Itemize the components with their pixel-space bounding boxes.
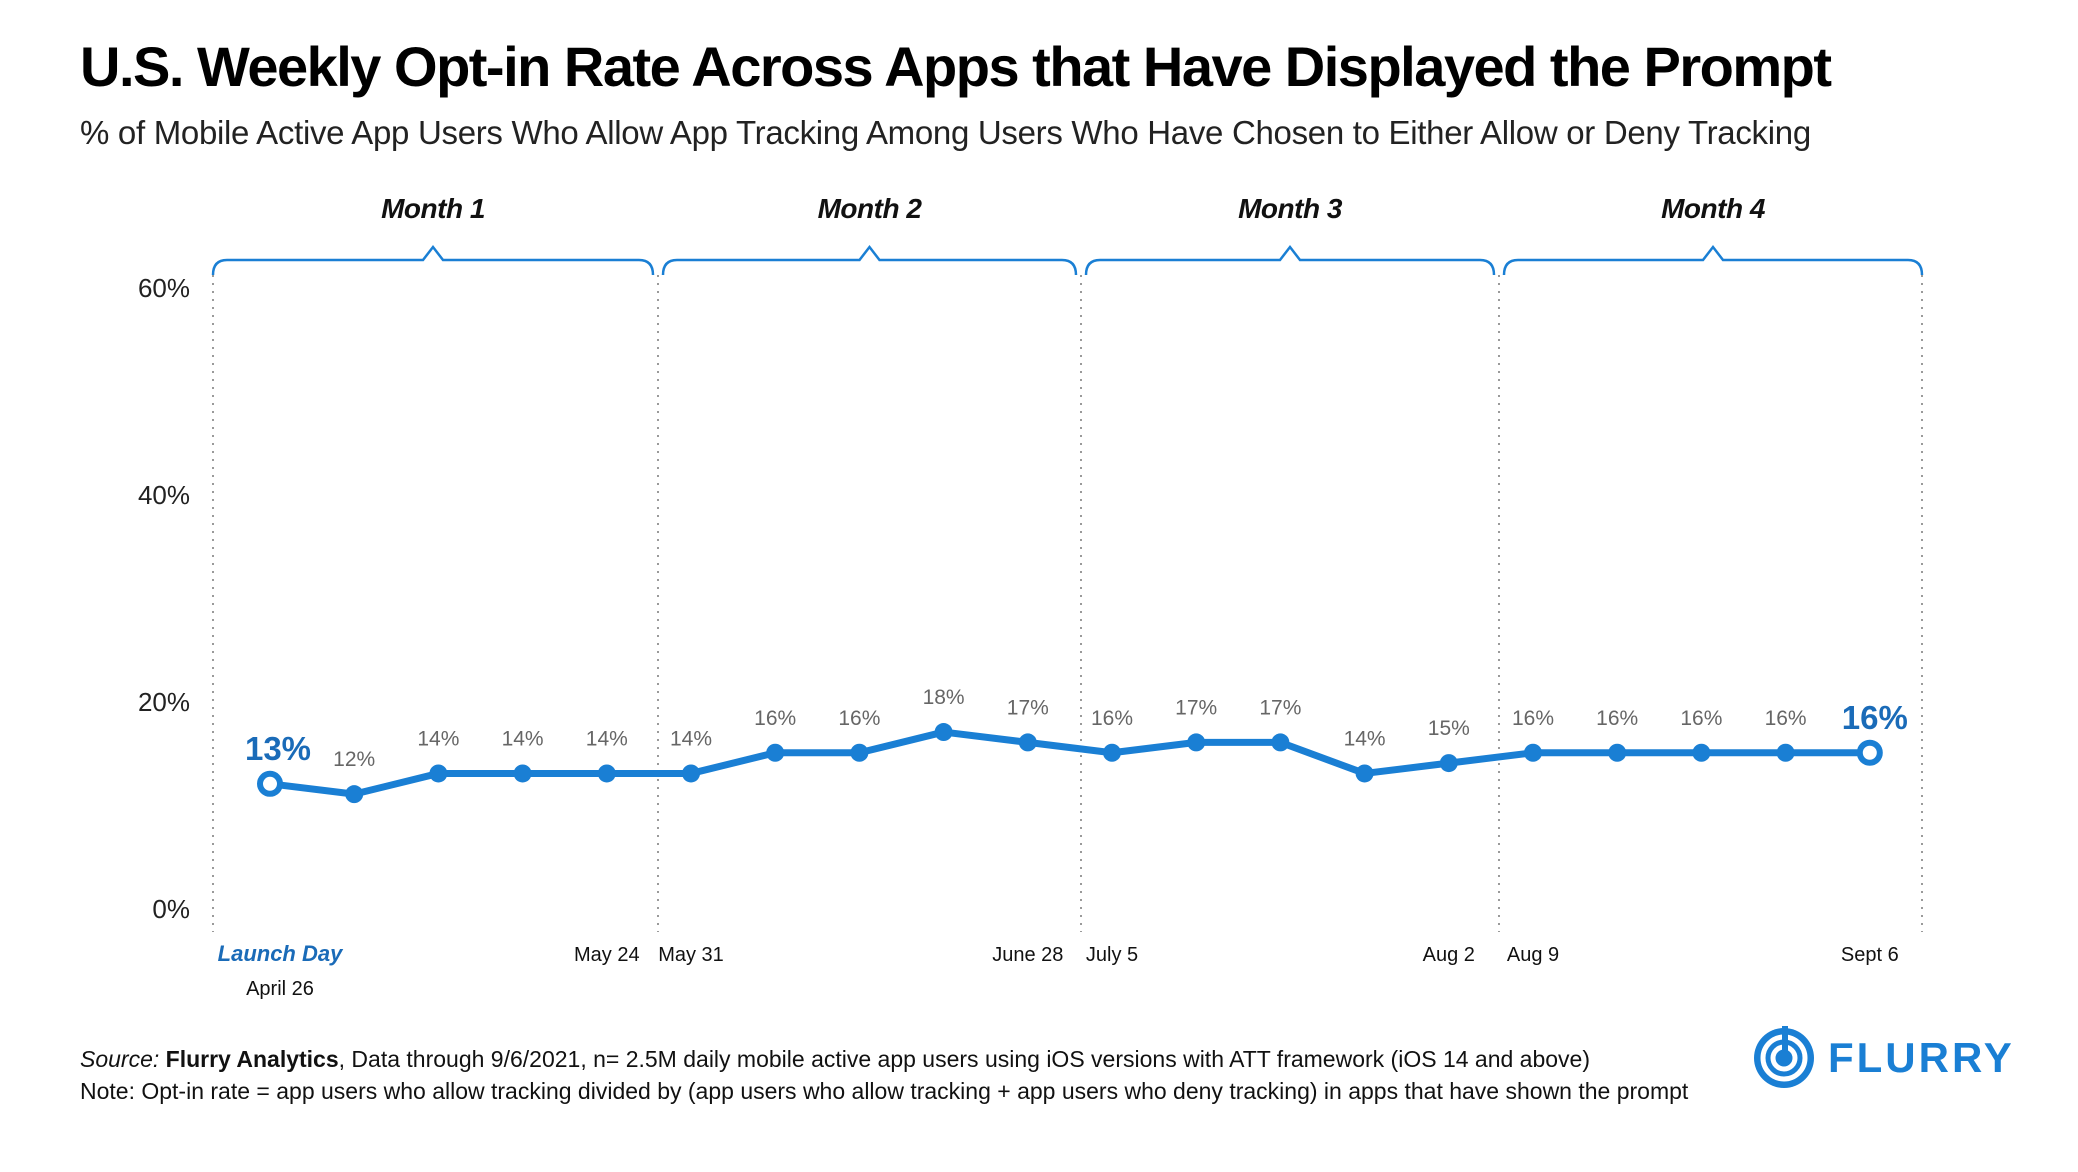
data-label: 17% (1007, 696, 1049, 719)
y-tick-label: 0% (152, 894, 190, 924)
data-label: 14% (586, 727, 628, 750)
data-label: 16% (1765, 707, 1807, 730)
data-point (1439, 754, 1458, 773)
data-label-highlight: 16% (1842, 699, 1908, 736)
note-line: Note: Opt-in rate = app users who allow … (80, 1078, 1689, 1104)
data-label: 16% (838, 707, 880, 730)
data-label: 14% (1344, 727, 1386, 750)
data-point (1524, 743, 1542, 762)
x-tick-label: Aug 2 (1423, 944, 1475, 966)
month-label-2: Month 2 (818, 193, 923, 224)
data-label-highlight: 13% (245, 730, 311, 767)
month-label-4: Month 4 (1661, 193, 1766, 224)
flurry-logo-text: FLURRY (1828, 1034, 2015, 1081)
data-label: 14% (670, 727, 712, 750)
x-tick-label: May 24 (574, 944, 640, 966)
x-tick-label: June 28 (992, 944, 1063, 966)
source-label: Source: (80, 1046, 160, 1072)
data-label: 16% (1091, 707, 1133, 730)
chart-title: U.S. Weekly Opt-in Rate Across Apps that… (80, 35, 1832, 98)
x-tick-label: Sept 6 (1841, 944, 1899, 966)
data-label: 16% (1680, 707, 1722, 730)
data-label: 17% (1175, 696, 1217, 719)
data-point-endpoint (257, 770, 283, 797)
source-details: , Data through 9/6/2021, n= 2.5M daily m… (338, 1046, 1591, 1072)
flurry-logo: FLURRY (1752, 1026, 2015, 1090)
data-point (1103, 743, 1121, 762)
data-label: 16% (754, 707, 796, 730)
x-tick-label: Aug 9 (1507, 944, 1559, 966)
data-point (345, 785, 364, 804)
x-tick-label: July 5 (1086, 944, 1138, 966)
y-tick-label: 60% (138, 273, 190, 303)
y-tick-label: 20% (138, 687, 190, 717)
month-label-1: Month 1 (381, 193, 485, 224)
data-point (1187, 733, 1206, 752)
data-point-endpoint (1856, 739, 1883, 766)
flurry-logo-icon (1754, 1026, 1814, 1088)
data-point (1692, 743, 1711, 762)
data-point (1776, 743, 1795, 762)
data-point (682, 764, 700, 783)
x-tick-label: April 26 (246, 978, 314, 1000)
source-name: Flurry Analytics (165, 1046, 339, 1072)
data-point (766, 743, 785, 762)
chart-subtitle: % of Mobile Active App Users Who Allow A… (80, 114, 1811, 151)
data-label: 17% (1259, 696, 1301, 719)
data-label: 18% (923, 686, 965, 709)
data-point (1271, 733, 1290, 752)
month-bracket-1 (211, 244, 655, 276)
x-tick-label: May 31 (658, 944, 724, 966)
data-label: 12% (333, 748, 375, 771)
data-point (597, 764, 616, 783)
month-bracket-2 (661, 244, 1078, 276)
data-label: 15% (1428, 717, 1470, 740)
data-label: 16% (1596, 707, 1638, 730)
month-bracket-3 (1084, 244, 1496, 276)
data-point (934, 723, 953, 742)
month-bracket-4 (1502, 244, 1924, 276)
series-line (266, 728, 1874, 798)
data-point (1608, 743, 1627, 762)
data-point (850, 743, 869, 762)
data-point (513, 764, 532, 783)
chart-footer: Source: Flurry Analytics, Data through 9… (80, 1043, 1688, 1107)
data-label: 16% (1512, 707, 1554, 730)
y-tick-label: 40% (138, 480, 190, 510)
data-point (1018, 733, 1037, 752)
data-label: 14% (417, 727, 459, 750)
data-point (429, 764, 448, 783)
data-label: 14% (502, 727, 544, 750)
month-label-3: Month 3 (1238, 193, 1343, 224)
data-point (1355, 764, 1374, 783)
x-tick-label: Launch Day (218, 941, 344, 966)
source-line: Source: Flurry Analytics, Data through 9… (80, 1043, 1688, 1075)
